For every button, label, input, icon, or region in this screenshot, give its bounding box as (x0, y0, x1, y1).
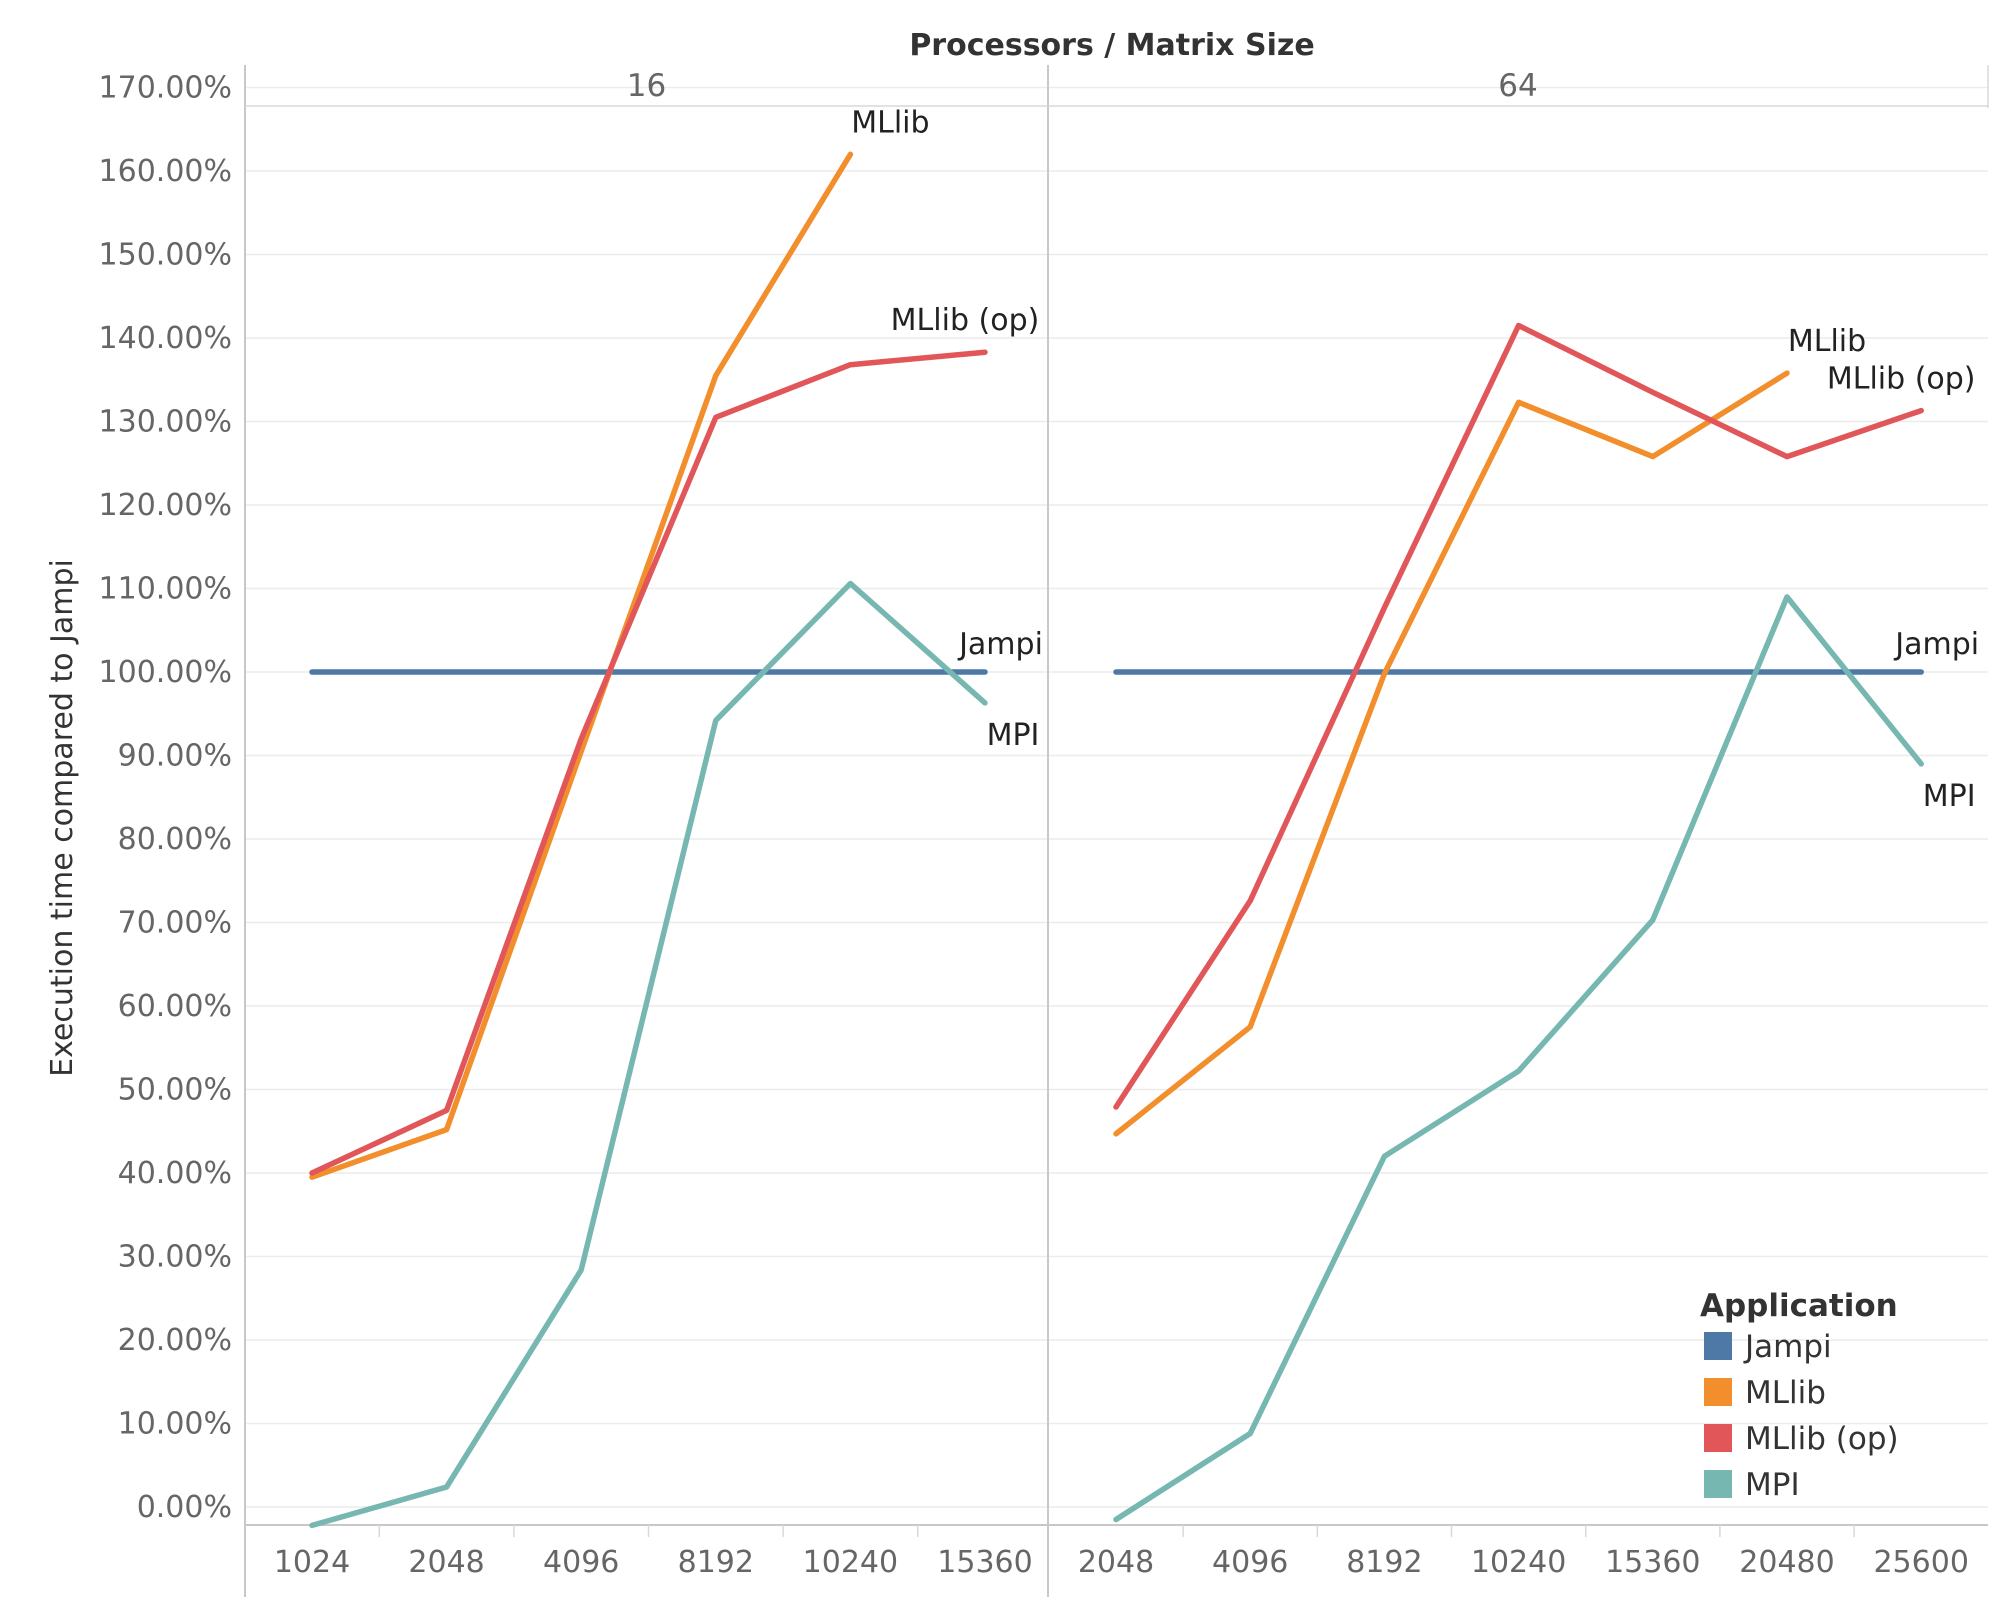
series-end-label: MLlib (1788, 324, 1866, 359)
facet-label: 16 (627, 68, 666, 104)
series-end-label: Jampi (957, 627, 1043, 662)
y-tick-label: 30.00% (118, 1240, 232, 1275)
y-tick-labels: 0.00% 10.00% 20.00% 30.00% 40.00% 50.00% 60.00… (99, 71, 232, 1526)
y-tick-label: 150.00% (99, 238, 232, 273)
legend-item-label: MLlib (op) (1745, 1421, 1899, 1457)
facet-label: 64 (1498, 68, 1537, 104)
legend-swatch (1704, 1424, 1732, 1452)
x-tick-label: 2048 (408, 1545, 484, 1580)
x-tick-label: 15360 (937, 1545, 1032, 1580)
y-tick-label: 120.00% (99, 488, 232, 523)
x-tick-label: 2048 (1078, 1545, 1154, 1580)
legend-swatch (1704, 1332, 1732, 1360)
x-tick-label: 10240 (1471, 1545, 1566, 1580)
y-tick-label: 130.00% (99, 405, 232, 440)
x-tick-label: 1024 (274, 1545, 350, 1580)
frame-layer (244, 65, 1989, 1597)
y-tick-label: 70.00% (118, 906, 232, 941)
y-tick-label: 20.00% (118, 1323, 232, 1358)
y-tick-label: 110.00% (99, 572, 232, 607)
y-tick-label: 160.00% (99, 154, 232, 189)
series-lines (309, 151, 1924, 1529)
x-tick-label: 4096 (543, 1545, 619, 1580)
chart-title: Processors / Matrix Size (909, 28, 1314, 63)
y-tick-label: 90.00% (118, 739, 232, 774)
y-tick-label: 40.00% (118, 1156, 232, 1191)
series-end-label: MPI (1923, 779, 1976, 814)
x-tick-label: 10240 (803, 1545, 898, 1580)
series-line-mllib-op-p64 (1113, 322, 1924, 1110)
y-tick-label: 60.00% (118, 989, 232, 1024)
y-tick-label: 100.00% (99, 655, 232, 690)
y-tick-label: 80.00% (118, 822, 232, 857)
legend-item-label: Jampi (1743, 1329, 1832, 1365)
x-tick-labels: 1024 2048 4096 8192 10240 15360 2048 4096 8192 10… (274, 1545, 1969, 1580)
x-tick-label: 25600 (1873, 1545, 1968, 1580)
series-end-label: Jampi (1893, 627, 1979, 662)
y-tick-label: 50.00% (118, 1073, 232, 1108)
series-end-label: MPI (987, 718, 1040, 753)
legend-title: Application (1700, 1288, 1898, 1324)
series-line-mpi-p16 (309, 580, 988, 1529)
y-tick-label: 170.00% (99, 71, 232, 106)
series-line-mllib-p64 (1113, 370, 1790, 1137)
legend-swatch (1704, 1470, 1732, 1498)
x-tick-label: 8192 (678, 1545, 754, 1580)
x-tick-label: 4096 (1212, 1545, 1288, 1580)
y-tick-label: 10.00% (118, 1407, 232, 1442)
y-axis-label: Execution time compared to Jampi (45, 559, 80, 1077)
legend-swatch (1704, 1378, 1732, 1406)
series-end-label: MLlib (op) (1827, 362, 1976, 397)
x-tick-label: 8192 (1346, 1545, 1422, 1580)
y-tick-label: 0.00% (137, 1490, 232, 1525)
legend-item-label: MLlib (1745, 1375, 1826, 1411)
series-line-mllib-p16 (309, 151, 854, 1180)
series-line-mllib-op-p16 (309, 349, 988, 1176)
x-tick-label: 15360 (1605, 1545, 1700, 1580)
x-tick-label: 20480 (1739, 1545, 1834, 1580)
series-end-label: MLlib (851, 105, 929, 140)
y-tick-label: 140.00% (99, 321, 232, 356)
series-line-mpi-p64 (1113, 594, 1924, 1523)
series-end-label: MLlib (op) (891, 303, 1040, 338)
legend-item-label: MPI (1745, 1467, 1800, 1503)
legend: Application Jampi MLlib MLlib (op) MPI (1700, 1288, 1899, 1503)
facet-headers: 16 64 (627, 68, 1538, 104)
